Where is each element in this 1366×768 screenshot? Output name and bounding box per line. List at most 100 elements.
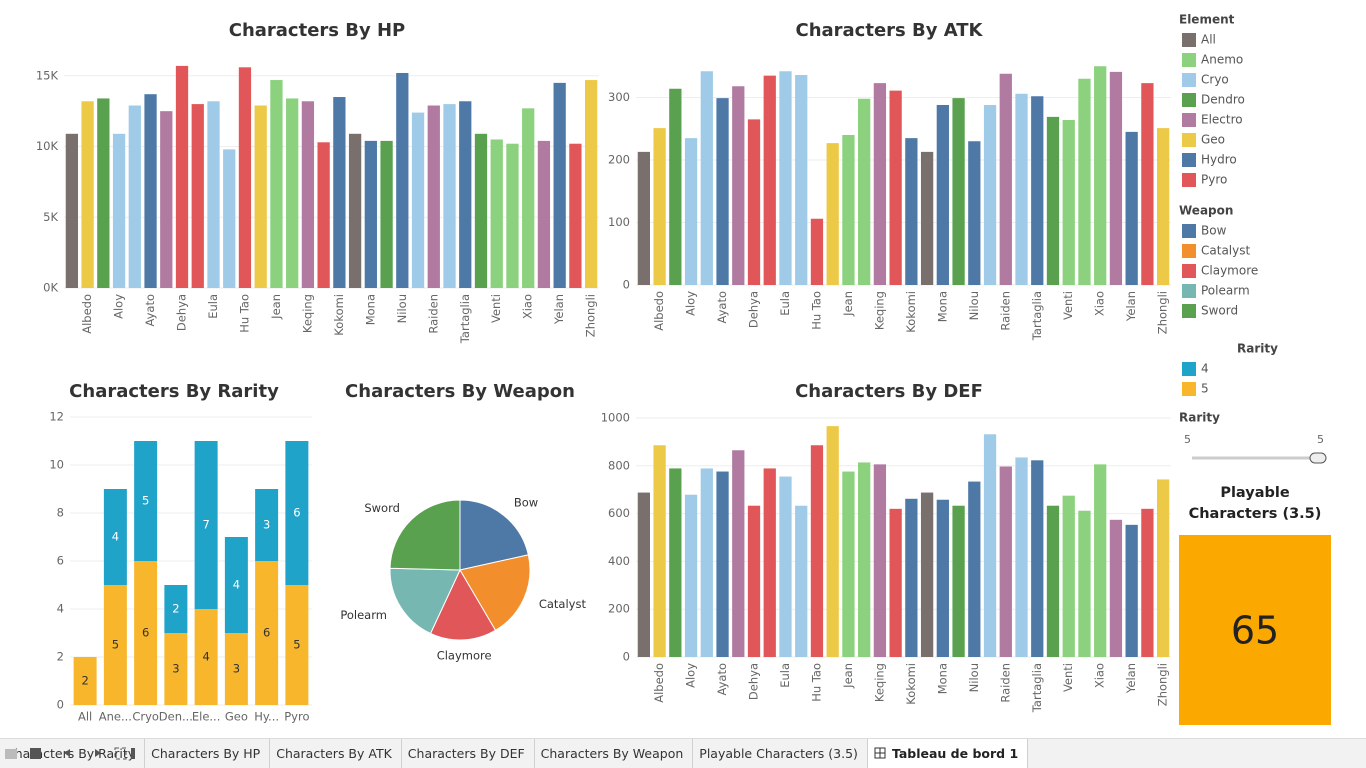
- bar: [999, 466, 1012, 657]
- bar: [920, 492, 934, 657]
- legend-swatch: [1182, 153, 1196, 167]
- bar-segment: [164, 633, 188, 705]
- bar: [223, 149, 236, 288]
- bar: [637, 492, 651, 657]
- x-tick-label: Geo: [225, 710, 248, 724]
- x-tick-label: Kokomi: [904, 663, 918, 705]
- x-tick-label: Albedo: [652, 663, 666, 703]
- bar: [396, 72, 409, 288]
- y-tick-label: 400: [608, 554, 630, 568]
- icon-sheet[interactable]: [30, 748, 41, 759]
- icon-prev[interactable]: [64, 749, 70, 757]
- x-tick-label: Xiao: [1093, 663, 1107, 688]
- tab[interactable]: Playable Characters (3.5): [693, 739, 868, 768]
- x-tick-label: Raiden: [998, 291, 1012, 331]
- tab[interactable]: Characters By HP: [145, 739, 271, 768]
- data-label: 7: [202, 518, 209, 532]
- legend-label: Sword: [1201, 304, 1238, 318]
- bar: [1125, 131, 1138, 285]
- y-tick-label: 1000: [601, 411, 630, 425]
- bar: [889, 508, 902, 657]
- bar-segment: [73, 657, 97, 705]
- bar: [669, 468, 682, 657]
- icon-grid[interactable]: [5, 749, 17, 759]
- tab-icons: [5, 747, 135, 760]
- legend-label: 4: [1201, 362, 1209, 376]
- x-tick-label: Cryo: [132, 710, 159, 724]
- bar: [584, 80, 598, 288]
- bar-segment: [255, 489, 279, 561]
- bar: [490, 139, 503, 288]
- legend-label: Polearm: [1201, 284, 1250, 298]
- y-tick-label: 15K: [36, 68, 59, 82]
- tab-label: Characters By DEF: [407, 746, 525, 761]
- x-tick-label: Aloy: [684, 291, 698, 316]
- bar: [905, 498, 918, 657]
- icon-next[interactable]: [95, 749, 101, 757]
- data-label: 6: [293, 506, 300, 520]
- x-tick-label: Pyro: [284, 710, 309, 724]
- x-tick-label: Raiden: [998, 663, 1012, 703]
- kpi-title: Playable Characters (3.5): [1188, 485, 1322, 522]
- x-tick-label: Jean: [841, 663, 855, 689]
- bar: [1078, 510, 1091, 657]
- bar: [858, 98, 871, 285]
- bar: [411, 112, 425, 289]
- legend-swatch: [1182, 53, 1196, 67]
- legend-swatch: [1182, 224, 1196, 238]
- y-tick-label: 10: [49, 458, 64, 472]
- slider-handle[interactable]: [1309, 452, 1327, 464]
- bar: [653, 445, 666, 657]
- legend-title: Element: [1179, 13, 1235, 27]
- tab[interactable]: Characters By Weapon: [535, 739, 694, 768]
- data-label: 5: [112, 638, 119, 652]
- tab[interactable]: Characters By ATK: [270, 739, 402, 768]
- bar-segment: [224, 537, 248, 633]
- bar: [684, 494, 698, 657]
- bar: [254, 105, 267, 288]
- legend-label: Bow: [1201, 224, 1227, 238]
- x-tick-label: Zhongli: [1156, 663, 1170, 706]
- tab[interactable]: Tableau de bord 1: [867, 739, 1029, 768]
- legend-swatch: [1182, 382, 1196, 396]
- slice-label: Bow: [514, 495, 538, 509]
- x-tick-label: Ane...: [99, 710, 132, 724]
- y-tick-label: 0: [623, 278, 630, 292]
- bar: [1094, 66, 1107, 285]
- data-label: 5: [293, 638, 300, 652]
- tab-label: Characters By HP: [151, 746, 261, 761]
- legend-label: Catalyst: [1201, 244, 1250, 258]
- bar: [873, 83, 887, 285]
- x-tick-label: Ayato: [715, 291, 729, 323]
- legend-label: Dendro: [1201, 93, 1245, 107]
- legend-label: Hydro: [1201, 153, 1237, 167]
- bar: [983, 105, 997, 285]
- legend-swatch: [1182, 244, 1196, 258]
- pie-slice: [429, 568, 497, 641]
- bar: [474, 133, 488, 288]
- bar: [747, 505, 761, 657]
- bar: [795, 505, 808, 657]
- y-tick-label: 300: [608, 90, 630, 104]
- x-tick-label: Dehya: [747, 663, 761, 700]
- bar-segment: [194, 441, 218, 609]
- bar: [522, 108, 535, 288]
- bar-segment: [134, 441, 158, 561]
- bar: [1031, 460, 1044, 657]
- chart-title: Characters By ATK: [795, 20, 983, 41]
- data-label: 3: [233, 662, 240, 676]
- bar: [1078, 78, 1091, 285]
- y-tick-label: 10K: [36, 139, 59, 153]
- bar: [81, 101, 94, 288]
- bar: [144, 94, 157, 288]
- legend-label: Geo: [1201, 133, 1225, 147]
- y-tick-label: 0: [623, 650, 630, 664]
- tab[interactable]: Characters By DEF: [402, 739, 535, 768]
- x-tick-label: Nilou: [967, 663, 981, 692]
- y-tick-label: 0: [57, 698, 64, 712]
- legend-swatch: [1182, 73, 1196, 87]
- bar: [1125, 524, 1138, 657]
- icon-menu[interactable]: [131, 748, 135, 759]
- slice-label: Claymore: [437, 648, 492, 662]
- icon-fit[interactable]: [114, 747, 127, 760]
